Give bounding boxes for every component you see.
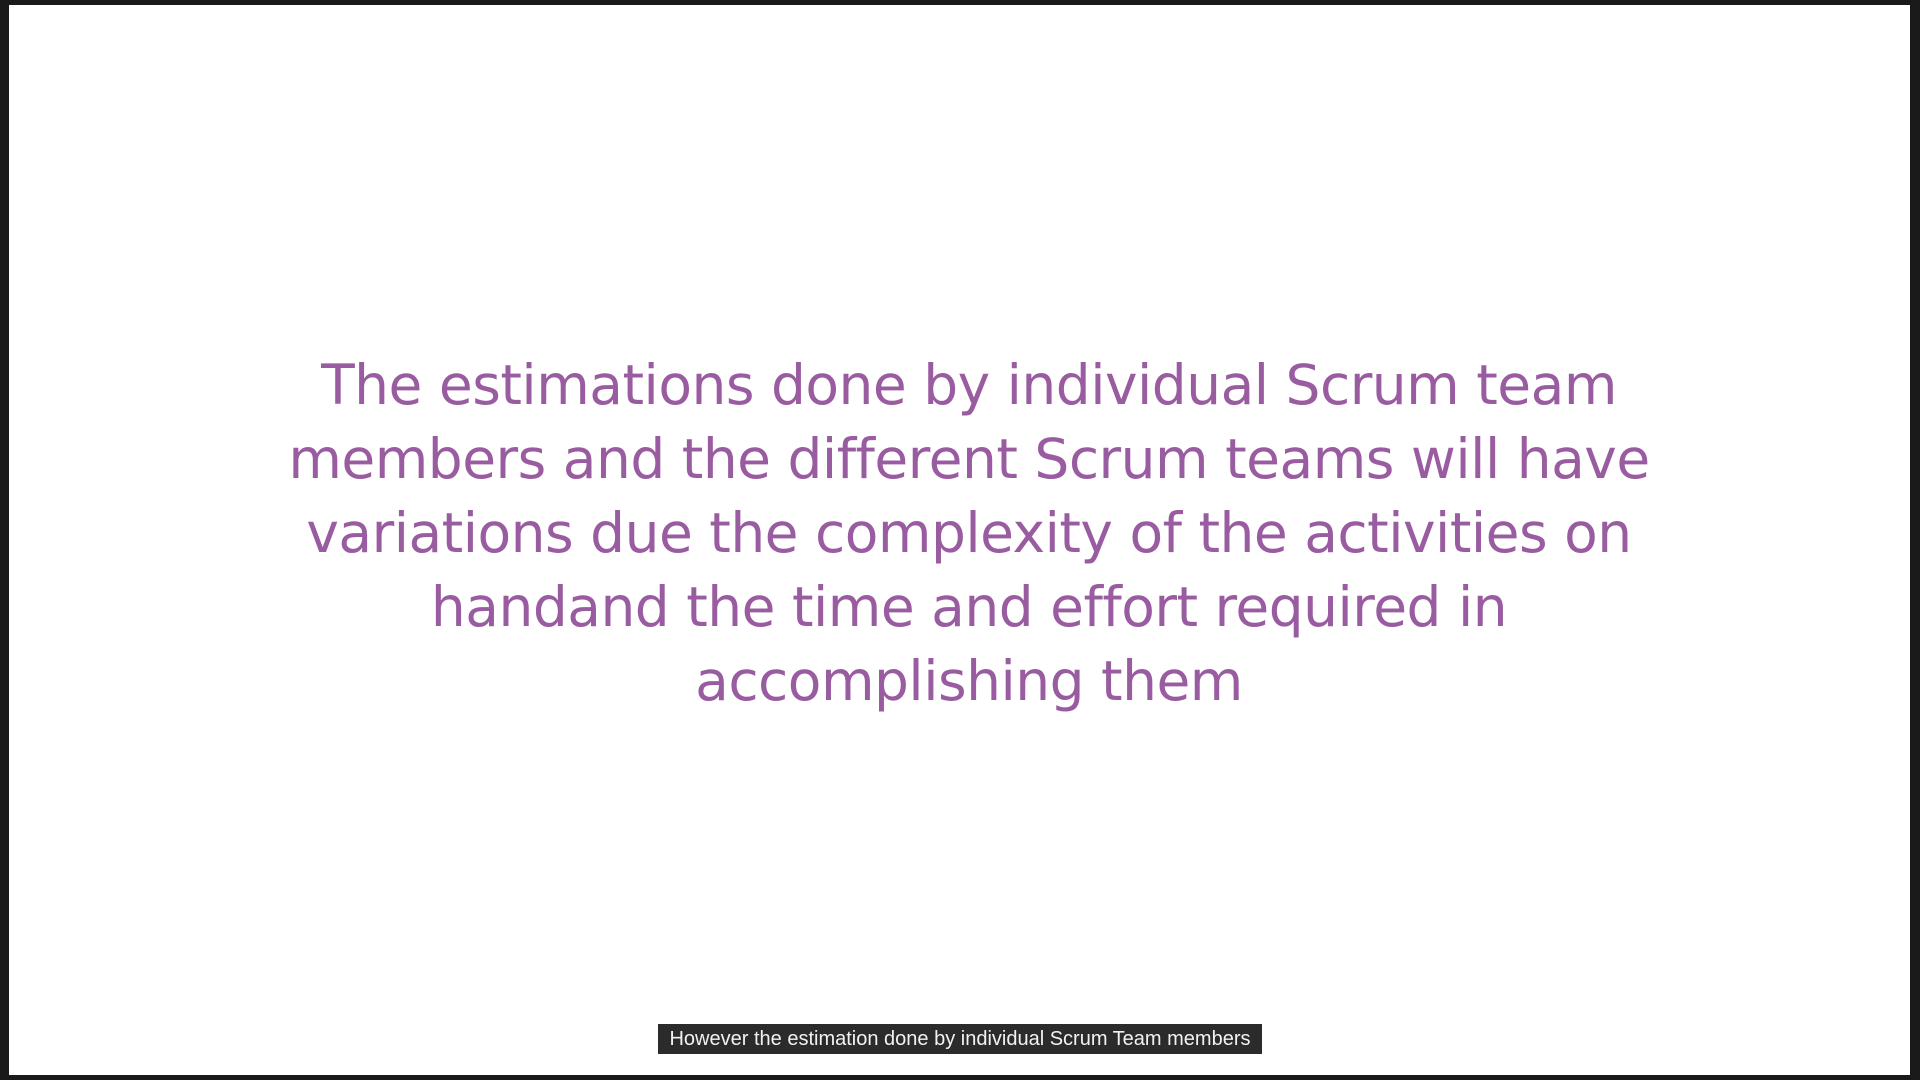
slide-body-text: The estimations done by individual Scrum… — [159, 348, 1779, 718]
slide-line-3: variations due the complexity of the act… — [306, 501, 1632, 565]
slide-line-4: handand the time and effort required in — [430, 575, 1508, 639]
presentation-slide: The estimations done by individual Scrum… — [9, 5, 1910, 1075]
slide-line-2: members and the different Scrum teams wi… — [288, 427, 1650, 491]
subtitle-area: However the estimation done by individua… — [0, 1024, 1920, 1054]
slide-line-1: The estimations done by individual Scrum… — [321, 353, 1617, 417]
slide-line-5: accomplishing them — [695, 649, 1243, 713]
subtitle-caption: However the estimation done by individua… — [658, 1024, 1262, 1054]
